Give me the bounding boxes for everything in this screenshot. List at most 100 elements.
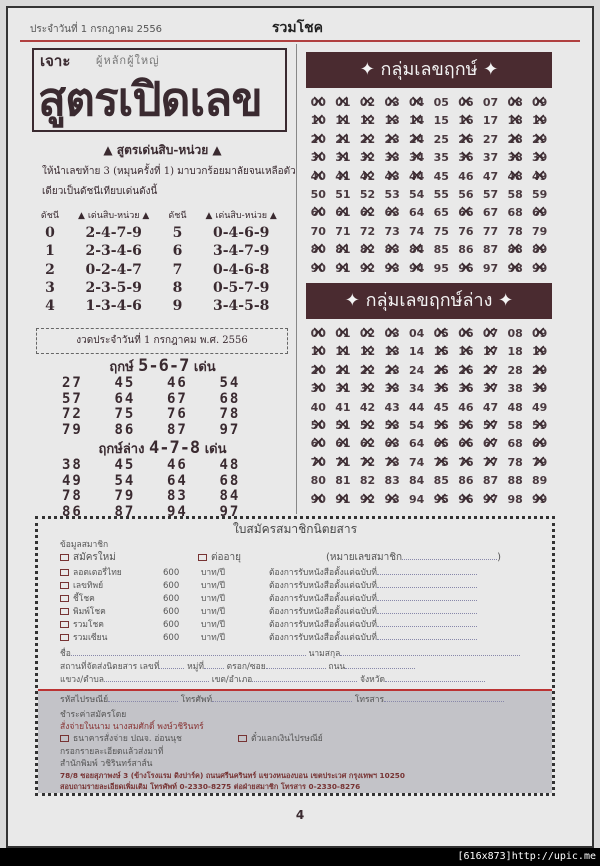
number-cell: 14 xyxy=(409,345,425,359)
crossed-number-cell: 01 xyxy=(331,324,356,343)
lucky-number: 67 xyxy=(167,390,188,407)
lucky-number: 54 xyxy=(219,375,241,391)
member-number-field[interactable]: (หมายเลขสมาชิก) xyxy=(326,552,501,563)
index-digit: 4 xyxy=(45,298,55,315)
price: 600 xyxy=(163,607,180,617)
checkbox[interactable] xyxy=(60,621,69,628)
number-cell: 49 xyxy=(532,400,548,414)
lucky-number: 27 xyxy=(62,375,83,391)
number-cell: 43 xyxy=(384,400,400,414)
new-member-checkbox[interactable]: สมัครใหม่ xyxy=(60,552,116,564)
lucky-number: 79 xyxy=(62,421,83,438)
column-divider xyxy=(296,44,297,514)
crossed-number-cell: 63 xyxy=(380,203,405,222)
crossed-number-cell: 10 xyxy=(306,342,331,361)
checkbox[interactable] xyxy=(60,553,69,561)
crossed-number-cell: 43 xyxy=(380,167,405,186)
bank-checkbox[interactable]: ธนาคารสั่งจ่าย ปณจ. อ่อนนุช xyxy=(60,733,182,745)
crossed-number-cell: 62 xyxy=(355,203,380,222)
crossed-number-cell: 50 xyxy=(306,416,331,435)
crossed-number-cell: 93 xyxy=(380,258,405,278)
crossed-number-cell: 76 xyxy=(454,453,479,472)
renew-checkbox[interactable]: ต่ออายุ xyxy=(198,552,241,564)
checkbox[interactable] xyxy=(60,634,69,641)
address-field[interactable]: สถานที่จัดส่งนิตยสาร เลขที่ หมู่ที่ ตรอก… xyxy=(60,661,416,673)
lucky-number: 48 xyxy=(219,457,241,473)
number-cell: 74 xyxy=(409,455,425,469)
postcode-field[interactable]: รหัสไปรษณีย์ โทรศัพท์ โทรสาร xyxy=(60,694,505,706)
crossed-number-cell: 90 xyxy=(306,489,331,509)
price: 600 xyxy=(163,620,180,630)
draw-date: งวดประจำวันที่ 1 กรกฎาคม พ.ศ. 2556 xyxy=(36,328,288,354)
checkbox[interactable] xyxy=(198,553,207,561)
number-cell: 04 xyxy=(409,327,425,340)
suffix: เด่น xyxy=(204,442,227,457)
label: ธนาคารสั่งจ่าย ปณจ. อ่อนนุช xyxy=(73,734,182,744)
crossed-number-cell: 60 xyxy=(306,203,331,222)
crossed-number-cell: 00 xyxy=(306,324,331,343)
crossed-number-cell: 31 xyxy=(331,148,356,167)
number-cell: 27 xyxy=(482,132,499,146)
label: ชื่อ xyxy=(60,649,71,659)
subscription-option[interactable]: รวมโชค 600 บาท/ปี ต้องการรับหนังสือตั้งแต่ฉ… xyxy=(60,619,540,631)
label: นามสกุล xyxy=(308,649,341,659)
number-cell: 70 xyxy=(310,224,326,238)
crossed-number-cell: 67 xyxy=(478,434,503,453)
number-cell: 77 xyxy=(482,224,499,238)
crossed-number-cell: 60 xyxy=(306,434,331,453)
watermark: [616x873]http://upic.me xyxy=(0,848,600,866)
crossed-number-cell: 34 xyxy=(404,148,429,167)
lucky-number: 68 xyxy=(219,472,241,489)
subscription-option[interactable]: เลขทิพย์ 600 บาท/ปี ต้องการรับหนังสือตั้งแต… xyxy=(60,580,540,592)
checkbox[interactable] xyxy=(60,608,69,615)
number-cell: 17 xyxy=(482,114,499,128)
start-issue-field[interactable] xyxy=(376,632,477,640)
checkbox[interactable] xyxy=(60,582,69,589)
checkbox[interactable] xyxy=(60,595,69,602)
crossed-number-cell: 61 xyxy=(331,434,356,453)
number-cell: 41 xyxy=(335,400,351,414)
checkbox[interactable] xyxy=(60,735,69,742)
index-digit: 9 xyxy=(172,298,183,315)
checkbox[interactable] xyxy=(60,569,69,576)
crossed-number-cell: 04 xyxy=(404,93,429,112)
four-point-star-icon: ✦ xyxy=(483,59,499,80)
label: ตรอก/ซอย xyxy=(226,662,266,672)
price: 600 xyxy=(163,633,180,643)
name-field[interactable]: ชื่อ นามสกุล xyxy=(60,648,521,660)
lucky-number: 64 xyxy=(167,472,188,489)
crossed-number-cell: 52 xyxy=(355,416,380,435)
district-field[interactable]: แขวง/ตำบล เขต/อำเภอ จังหวัด xyxy=(60,674,486,686)
start-issue-field[interactable] xyxy=(376,567,477,575)
subscription-option[interactable]: ชี้โชค 600 บาท/ปี ต้องการรับหนังสือตั้งแต่ฉ… xyxy=(60,593,540,605)
start-issue-label: ต้องการรับหนังสือตั้งแต่ฉบับที่ xyxy=(269,633,377,643)
number-cell: 47 xyxy=(482,400,499,414)
subscription-option[interactable]: ลอตเตอรี่ไทย 600 บาท/ปี ต้องการรับหนังสือตั… xyxy=(60,567,540,579)
index-digit: 2 xyxy=(45,261,55,278)
crossed-number-cell: 38 xyxy=(503,148,528,167)
subscription-option[interactable]: รวมเซียน 600 บาท/ปี ต้องการรับหนังสือตั้งแต… xyxy=(60,632,540,644)
crossed-number-cell: 82 xyxy=(355,240,380,259)
crossed-number-cell: 03 xyxy=(380,324,405,343)
label: จังหวัด xyxy=(359,675,386,685)
table-row: 2 0-2-4-7 7 0-4-6-8 xyxy=(36,261,291,279)
lucky-number: 78 xyxy=(62,488,83,504)
digit-set: 0-4-6-9 xyxy=(212,225,270,241)
start-issue-field[interactable] xyxy=(376,593,477,601)
start-issue-field[interactable] xyxy=(376,580,477,588)
crossed-number-cell: 06 xyxy=(454,324,479,343)
digit-set: 0-2-4-7 xyxy=(85,261,142,278)
number-cell: 64 xyxy=(409,437,425,451)
checkbox[interactable] xyxy=(238,735,247,742)
number-cell: 68 xyxy=(507,206,523,220)
page-number: 4 xyxy=(295,808,305,822)
label: ฤกษ์ล่าง xyxy=(98,442,145,457)
crossed-number-cell: 11 xyxy=(331,111,356,130)
digits: 5-6-7 xyxy=(138,356,190,376)
title-prefix-deco: ผู้หลักผู้ใหญ่ xyxy=(96,54,160,67)
start-issue-field[interactable] xyxy=(376,606,477,614)
subscription-option[interactable]: พิมพ์โชค 600 บาท/ปี ต้องการรับหนังสือตั้งแต… xyxy=(60,606,540,618)
start-issue-field[interactable] xyxy=(376,619,477,627)
postal-order-checkbox[interactable]: ตั๋วแลกเงินไปรษณีย์ xyxy=(238,733,323,745)
digit-set: 2-3-4-6 xyxy=(85,243,142,260)
